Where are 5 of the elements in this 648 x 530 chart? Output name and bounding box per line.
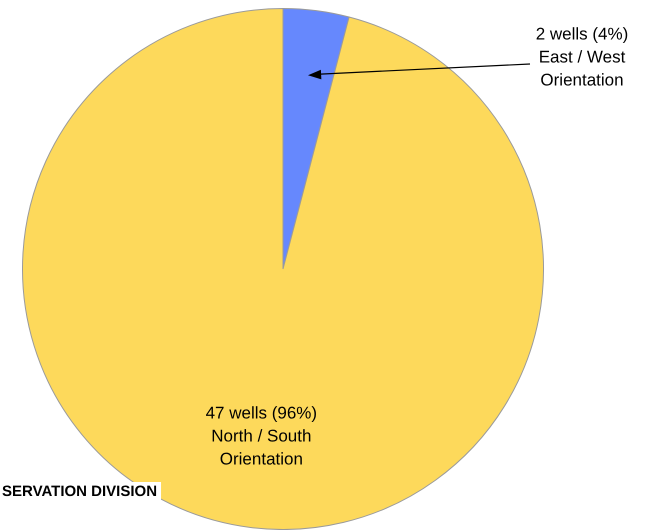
slice-label: East / West Orientation (538, 48, 626, 90)
slice-label: North / South Orientation (211, 426, 312, 469)
data-label: 2 wells (4%) (536, 24, 628, 44)
data-label: 47 wells (96%) (206, 404, 318, 423)
text: SERVATION DIVISION (2, 483, 158, 500)
